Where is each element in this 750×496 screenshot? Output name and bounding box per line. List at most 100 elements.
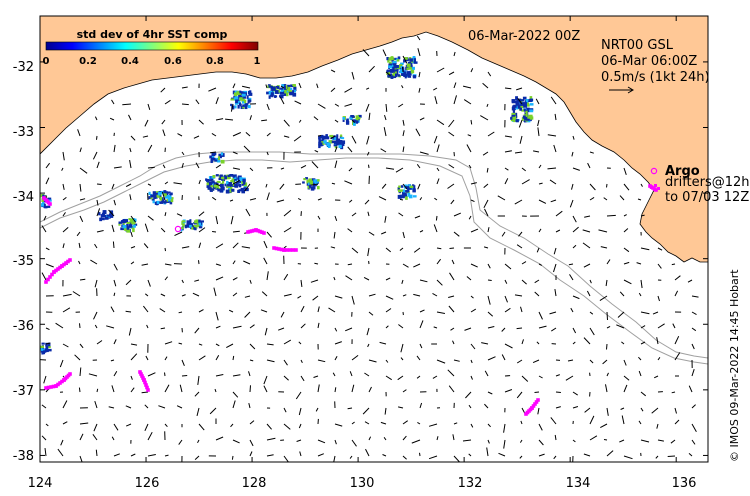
sst-cell xyxy=(339,140,343,144)
current-vector xyxy=(385,71,391,77)
current-vector xyxy=(330,135,336,140)
current-vector xyxy=(606,214,616,217)
sst-cell xyxy=(398,189,402,193)
scale-arrow-icon xyxy=(609,86,634,94)
current-vector xyxy=(416,355,421,361)
current-vector xyxy=(79,433,84,441)
sst-cell xyxy=(388,57,392,61)
current-vector xyxy=(468,404,472,409)
sst-cell xyxy=(40,348,44,351)
sst-cell xyxy=(237,175,242,179)
current-vector xyxy=(215,118,224,121)
current-vector xyxy=(521,279,527,285)
current-vector xyxy=(364,372,370,377)
sst-cell xyxy=(148,196,151,200)
current-vector xyxy=(77,129,81,137)
current-vector xyxy=(483,183,489,188)
current-vector xyxy=(106,325,115,329)
current-vector xyxy=(521,167,527,172)
sst-cell xyxy=(238,90,242,93)
current-vector xyxy=(465,391,472,399)
current-vector xyxy=(278,327,285,331)
sst-cell xyxy=(126,222,131,225)
sst-cell xyxy=(99,217,103,222)
sst-cell xyxy=(292,84,296,87)
current-vector xyxy=(368,386,372,393)
current-vector xyxy=(129,160,132,169)
current-vector xyxy=(688,385,693,393)
sst-cell xyxy=(519,107,522,111)
current-vector xyxy=(414,215,421,219)
current-vector xyxy=(300,323,306,329)
current-vector xyxy=(249,359,254,362)
sst-cell xyxy=(318,142,323,147)
current-vector xyxy=(417,48,421,57)
sst-cell xyxy=(150,194,154,198)
sst-cell xyxy=(212,175,216,178)
current-vector xyxy=(181,375,188,377)
sst-cell xyxy=(331,140,335,144)
sst-cell xyxy=(349,116,353,120)
sst-cell xyxy=(220,187,224,191)
sst-cell xyxy=(327,142,331,145)
sst-cell xyxy=(128,224,133,228)
current-vector xyxy=(243,260,251,265)
sst-cell xyxy=(329,134,334,138)
lon-tick-label: 132 xyxy=(458,476,483,491)
current-vector xyxy=(125,279,132,286)
current-vector xyxy=(333,455,336,462)
sst-cell xyxy=(388,70,392,73)
current-vector xyxy=(147,103,151,110)
current-vector xyxy=(584,215,591,218)
current-vector xyxy=(78,242,81,249)
current-vector xyxy=(130,375,133,380)
current-vector xyxy=(243,145,251,153)
sst-cell xyxy=(244,99,247,104)
sst-cell xyxy=(47,199,52,202)
current-vector xyxy=(79,323,81,329)
current-vector xyxy=(638,370,642,377)
current-vector xyxy=(79,147,82,153)
current-vector xyxy=(130,135,136,141)
current-vector xyxy=(583,263,591,268)
current-vector xyxy=(483,199,489,209)
sst-cell xyxy=(286,92,289,97)
sst-cell xyxy=(350,115,354,118)
current-vector xyxy=(349,371,353,377)
current-vector xyxy=(623,167,627,175)
current-vector xyxy=(331,182,336,185)
latitude-axis: -32 -33 -34 -35 -36 -37 -38 xyxy=(13,60,34,464)
sst-cell xyxy=(393,66,397,69)
current-vector xyxy=(266,343,274,346)
sst-cell xyxy=(120,220,125,224)
sst-cell xyxy=(156,200,160,204)
current-vector xyxy=(111,436,115,441)
current-vector xyxy=(470,423,474,428)
current-vector xyxy=(198,211,205,217)
current-vector xyxy=(415,128,421,137)
current-vector xyxy=(334,119,339,123)
current-vector xyxy=(313,116,319,121)
current-vector xyxy=(130,261,135,265)
current-vector xyxy=(78,260,81,265)
current-vector xyxy=(640,439,650,443)
current-vector xyxy=(368,293,376,297)
drifter-legend-icon xyxy=(650,184,660,190)
current-vector xyxy=(334,341,342,345)
sst-cell xyxy=(525,99,529,102)
current-vector xyxy=(436,247,442,250)
current-vector xyxy=(555,229,561,233)
current-vector xyxy=(209,407,217,415)
current-vector xyxy=(249,385,251,393)
current-vector xyxy=(297,197,302,201)
current-vector xyxy=(147,215,154,221)
current-vector xyxy=(428,455,438,460)
sst-cell xyxy=(402,68,405,72)
sst-cell xyxy=(413,61,418,64)
current-vector xyxy=(232,374,241,377)
current-vector xyxy=(211,132,217,137)
current-vector xyxy=(382,454,387,457)
current-vector xyxy=(198,309,204,313)
current-vector xyxy=(674,419,680,425)
sst-cell xyxy=(408,71,411,75)
